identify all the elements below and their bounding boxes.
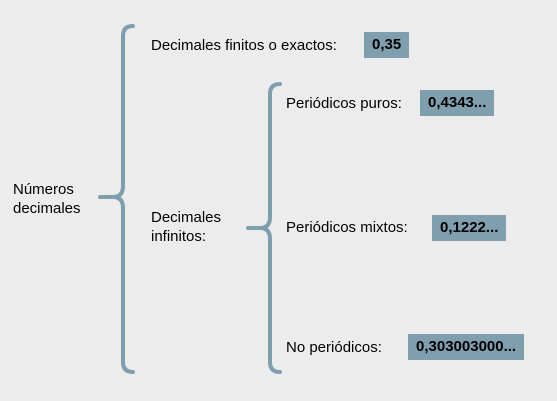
puros-label: Periódicos puros: — [286, 95, 402, 112]
root-label-line2: decimales — [13, 200, 81, 217]
root-label-line1: Números — [13, 181, 74, 198]
finitos-label: Decimales finitos o exactos: — [151, 37, 337, 54]
mixtos-example-box: 0,1222... — [432, 215, 507, 241]
infinitos-label: Decimales infinitos: — [151, 208, 221, 246]
no-periodicos-example-box: 0,303003000... — [408, 334, 525, 360]
outer-brace — [98, 24, 135, 374]
inner-brace — [246, 82, 282, 374]
infinitos-label-line2: infinitos: — [151, 228, 207, 245]
root-label: Números decimales — [13, 180, 81, 218]
finitos-example-box: 0,35 — [364, 32, 410, 58]
puros-example-box: 0,4343... — [420, 90, 495, 116]
infinitos-label-line1: Decimales — [151, 209, 222, 226]
mixtos-label: Periódicos mixtos: — [286, 219, 408, 236]
no-periodicos-label: No periódicos: — [286, 339, 382, 356]
